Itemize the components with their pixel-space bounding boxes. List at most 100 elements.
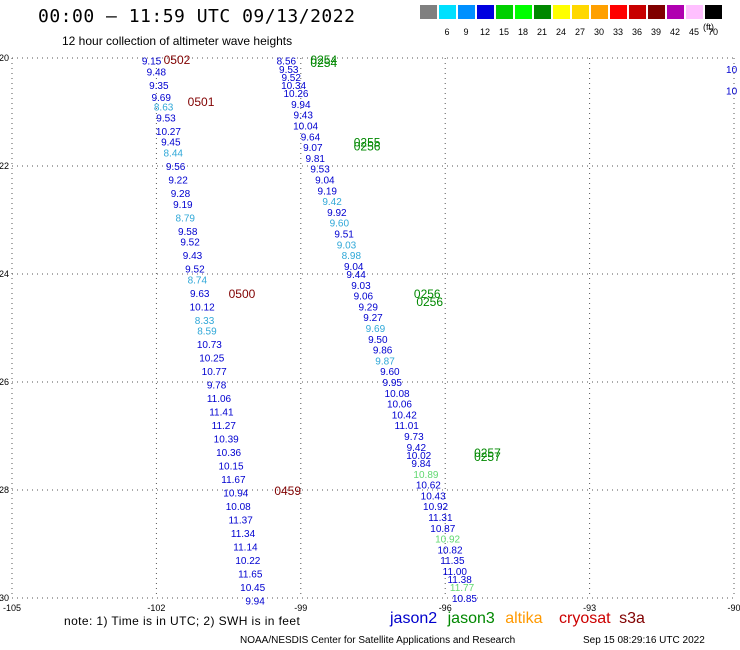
swh-data-label: 9.42 [407,443,427,454]
swh-data-label: 9.58 [178,227,198,238]
swh-data-label: 9.95 [383,378,403,389]
pass-time-label: 0254 [310,56,337,70]
swh-data-label: 10.36 [216,448,241,459]
sat-legend-jason2: jason2 [390,610,438,627]
swh-data-label: 10.34 [281,81,306,92]
swh-data-label: 10.92 [435,535,460,546]
y-tick-label: -26 [0,377,9,387]
color-scale-tick: 33 [612,27,623,37]
pass-time-label: 0256 [416,295,443,309]
color-swatch [591,5,608,19]
pass-time-label: 0501 [188,95,215,109]
swh-data-label: 9.15 [142,57,162,68]
y-tick-label: -28 [0,485,9,495]
swh-data-label: 10.85 [452,594,477,605]
color-scale-tick: 6 [444,27,450,37]
swh-data-label: 10.27 [156,127,181,138]
swh-data-label: 11.67 [221,475,246,486]
pass-time-label: 0502 [164,53,191,67]
credit-line: NOAA/NESDIS Center for Satellite Applica… [240,635,516,646]
swh-data-label: 11.27 [212,421,237,432]
color-scale-tick: 15 [498,27,509,37]
swh-data-label: 10.22 [235,556,260,567]
swh-data-label: 9.52 [185,265,205,276]
swh-data-label: 10.43 [421,491,446,502]
swh-data-label: 8.33 [195,316,215,327]
color-scale-tick: 21 [536,27,547,37]
swh-data-label: 10.08 [385,389,410,400]
swh-data-label: 9.04 [344,262,364,273]
swh-data-label: 11.41 [209,408,234,419]
swh-data-label: 10.26 [283,89,308,100]
color-swatch [553,5,570,19]
swh-data-label: 10.77 [202,367,227,378]
swh-data-label: 10.15 [218,462,243,473]
color-scale-tick: 36 [631,27,642,37]
color-swatch [629,5,646,19]
y-tick-label: -20 [0,53,9,63]
sat-legend-jason3: jason3 [447,610,495,627]
swh-data-label: 9.52 [180,238,200,249]
generated-timestamp: Sep 15 08:29:16 UTC 2022 [583,635,705,646]
swh-data-label: 9.45 [161,138,181,149]
swh-data-label: 10.94 [223,489,248,500]
swh-data-label: 9.86 [373,346,393,357]
swh-data-label: 9.73 [404,432,424,443]
color-swatch [686,5,703,19]
swh-data-label: 9.94 [245,597,265,608]
swh-data-label: 11.34 [231,529,256,540]
pass-time-label: 0257 [474,450,501,464]
x-tick-label: -102 [147,603,165,613]
color-swatch [705,5,722,19]
swh-data-label: 9.19 [318,186,338,197]
swh-data-label: 9.48 [147,68,167,79]
color-scale-tick: 9 [463,27,469,37]
x-tick-label: -105 [3,603,21,613]
color-scale-legend: 6 9 12 15 18 21 24 27 30 33 36 39 42 45 70 [420,5,728,37]
swh-data-label: 10.39 [214,435,239,446]
pass-time-label: 0255 [354,136,381,150]
chart-subtitle: 12 hour collection of altimeter wave hei… [62,34,293,48]
swh-data-label: 9.03 [337,240,357,251]
color-scale-tick: 30 [593,27,604,37]
swh-data-label: 9.06 [354,292,374,303]
swh-data-label: 10.89 [413,470,438,481]
x-tick-label: -93 [583,603,596,613]
swh-data-label: 10.02 [406,451,431,462]
color-scale-tick: 42 [669,27,680,37]
swh-data-label: 9.51 [334,230,354,241]
swh-data-label: 9.69 [366,324,386,335]
swh-data-label: 10.04 [293,122,318,133]
color-swatch [534,5,551,19]
color-swatch [420,5,437,19]
pass-time-label: 0256 [414,287,441,301]
swh-data-label: 9.52 [281,73,301,84]
color-scale-tick: 45 [688,27,699,37]
swh-data-label: 8.79 [176,213,196,224]
x-tick-label: -90 [727,603,740,613]
swh-data-label: 10 [726,86,738,97]
swh-data-label: 10.06 [387,400,412,411]
swh-data-label: 9.22 [168,176,188,187]
swh-data-label: 11.38 [447,575,472,586]
swh-data-label: 9.19 [173,200,193,211]
color-scale-tick: 24 [555,27,566,37]
swh-data-label: 9.84 [411,459,431,470]
swh-data-label: 11.65 [238,570,263,581]
color-swatch [610,5,627,19]
swh-data-label: 9.43 [183,251,203,262]
swh-data-label: 11.77 [450,583,475,594]
footer-note: note: 1) Time is in UTC; 2) SWH is in fe… [64,614,301,628]
swh-data-label: 9.92 [327,208,347,219]
pass-time-label: 0257 [474,446,501,460]
swh-data-label: 9.87 [375,356,395,367]
swh-data-label: 9.44 [346,270,366,281]
swh-data-label: 9.94 [291,100,311,111]
color-scale-tick: 12 [479,27,490,37]
swh-data-label: 11.31 [428,513,453,524]
swh-data-label: 9.81 [306,154,326,165]
swh-data-label: 9.07 [303,143,323,154]
color-swatch [477,5,494,19]
color-scale-tick: 27 [574,27,585,37]
swh-data-label: 9.04 [315,176,335,187]
